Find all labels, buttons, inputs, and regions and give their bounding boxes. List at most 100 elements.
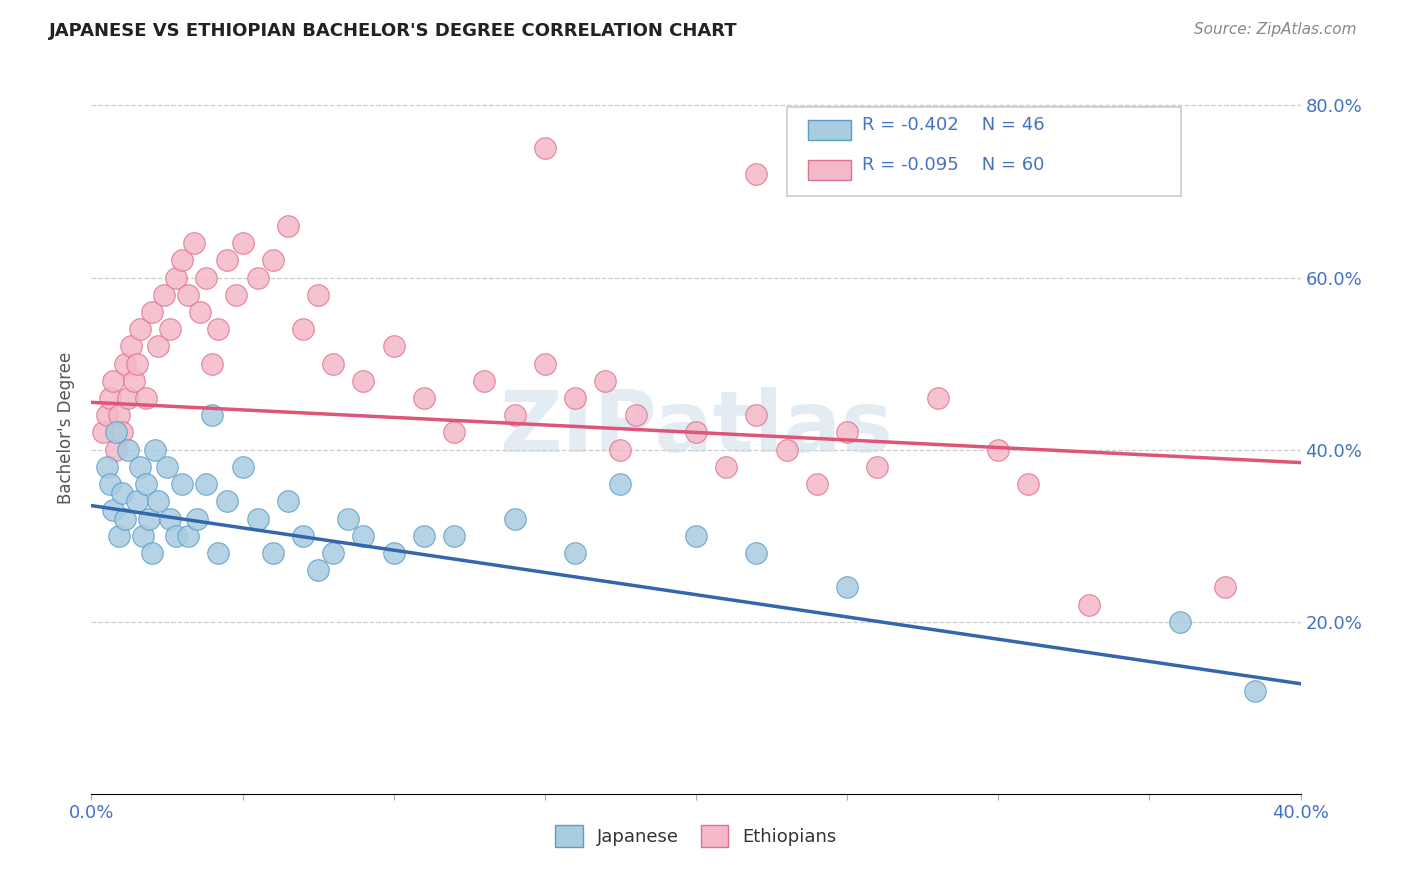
Point: [307, 563, 329, 577]
Point: [114, 511, 136, 525]
Point: [533, 357, 555, 371]
Text: R = -0.095    N = 60: R = -0.095 N = 60: [862, 156, 1045, 174]
Point: [806, 477, 828, 491]
Point: [443, 529, 465, 543]
Point: [685, 529, 707, 543]
Point: [188, 305, 211, 319]
Point: [866, 459, 889, 474]
Point: [1018, 477, 1040, 491]
Point: [117, 391, 139, 405]
Point: [153, 287, 176, 301]
Point: [120, 339, 142, 353]
Point: [745, 167, 768, 181]
Point: [609, 442, 631, 457]
Point: [745, 546, 768, 560]
Point: [413, 529, 436, 543]
Point: [135, 477, 157, 491]
Point: [1077, 598, 1099, 612]
Point: [246, 270, 269, 285]
Point: [307, 287, 329, 301]
Point: [277, 494, 299, 508]
Point: [111, 485, 132, 500]
Point: [159, 511, 181, 525]
Point: [217, 494, 239, 508]
Point: [564, 391, 586, 405]
Point: [135, 391, 157, 405]
Point: [114, 357, 136, 371]
Text: ZIPatlas: ZIPatlas: [499, 386, 893, 470]
Point: [98, 391, 121, 405]
Point: [93, 425, 115, 440]
Point: [146, 494, 169, 508]
Point: [156, 459, 179, 474]
Point: [195, 477, 218, 491]
Point: [104, 425, 127, 440]
Point: [122, 374, 145, 388]
Point: [382, 339, 405, 353]
Point: [987, 442, 1010, 457]
Point: [107, 409, 129, 423]
Point: [132, 529, 155, 543]
Point: [262, 546, 284, 560]
Point: [207, 322, 229, 336]
Point: [246, 511, 269, 525]
Point: [382, 546, 405, 560]
Point: [624, 409, 647, 423]
Point: [128, 322, 150, 336]
Point: [177, 529, 200, 543]
Point: [96, 409, 118, 423]
Point: [292, 529, 315, 543]
Point: [503, 511, 526, 525]
Point: [413, 391, 436, 405]
Point: [533, 141, 555, 155]
Point: [101, 503, 124, 517]
Point: [177, 287, 200, 301]
Point: [503, 409, 526, 423]
Point: [207, 546, 229, 560]
Point: [138, 511, 160, 525]
Point: [143, 442, 166, 457]
Point: [292, 322, 315, 336]
Point: [277, 219, 299, 233]
Point: [262, 253, 284, 268]
Point: [107, 529, 129, 543]
Point: [172, 477, 194, 491]
Point: [231, 236, 253, 251]
Point: [201, 409, 224, 423]
Text: Source: ZipAtlas.com: Source: ZipAtlas.com: [1194, 22, 1357, 37]
Point: [201, 357, 224, 371]
Point: [141, 546, 163, 560]
Point: [1213, 580, 1236, 594]
Point: [225, 287, 247, 301]
Point: [159, 322, 181, 336]
Y-axis label: Bachelor's Degree: Bachelor's Degree: [58, 352, 76, 504]
Point: [96, 459, 118, 474]
Text: R = -0.402    N = 46: R = -0.402 N = 46: [862, 116, 1045, 134]
Point: [146, 339, 169, 353]
Point: [322, 357, 344, 371]
Point: [125, 357, 148, 371]
Point: [595, 374, 617, 388]
Point: [1168, 615, 1191, 629]
Point: [195, 270, 218, 285]
Point: [472, 374, 495, 388]
Point: [776, 442, 799, 457]
Point: [231, 459, 253, 474]
Point: [217, 253, 239, 268]
Point: [352, 529, 374, 543]
Point: [186, 511, 208, 525]
Point: [111, 425, 132, 440]
Point: [745, 409, 768, 423]
Point: [322, 546, 344, 560]
Point: [141, 305, 163, 319]
Point: [128, 459, 150, 474]
Point: [1244, 683, 1267, 698]
Point: [927, 391, 949, 405]
Point: [685, 425, 707, 440]
Point: [125, 494, 148, 508]
Point: [352, 374, 374, 388]
Point: [117, 442, 139, 457]
Point: [609, 477, 631, 491]
Text: JAPANESE VS ETHIOPIAN BACHELOR'S DEGREE CORRELATION CHART: JAPANESE VS ETHIOPIAN BACHELOR'S DEGREE …: [49, 22, 738, 40]
Point: [101, 374, 124, 388]
